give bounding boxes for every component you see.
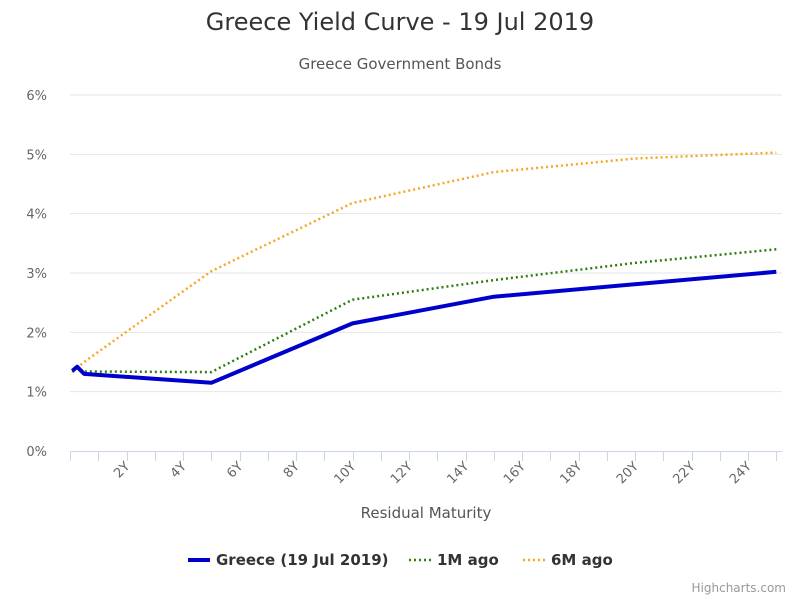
chart-subtitle: Greece Government Bonds	[299, 55, 502, 73]
x-tick-label: 24Y	[727, 459, 755, 487]
x-tick-label: 12Y	[388, 459, 416, 487]
legend-item[interactable]: Greece (19 Jul 2019)	[188, 551, 389, 569]
legend-item[interactable]: 1M ago	[409, 551, 499, 569]
y-tick-label: 6%	[26, 89, 47, 104]
x-tick-label: 20Y	[614, 459, 642, 487]
y-tick-label: 0%	[26, 445, 47, 460]
legend[interactable]: Greece (19 Jul 2019) 1M ago 6M ago	[188, 551, 613, 569]
series-lines	[70, 151, 777, 385]
y-axis-labels: 0% 1% 2% 3% 4% 5% 6%	[26, 89, 47, 460]
legend-label: 6M ago	[551, 551, 613, 569]
chart-title: Greece Yield Curve - 19 Jul 2019	[206, 8, 594, 36]
y-tick-label: 3%	[26, 267, 47, 282]
x-tick-label: 4Y	[168, 459, 190, 481]
series-line-1	[71, 248, 777, 374]
x-tick-label: 2Y	[111, 459, 133, 481]
credits-link[interactable]: Highcharts.com	[692, 581, 786, 595]
series-line-2	[71, 151, 777, 372]
y-tick-label: 1%	[26, 386, 47, 401]
series-line-0	[70, 269, 777, 385]
y-tick-label: 5%	[26, 148, 47, 163]
legend-label: 1M ago	[437, 551, 499, 569]
x-tick-label: 8Y	[281, 459, 303, 481]
y-tick-label: 2%	[26, 326, 47, 341]
x-tick-label: 22Y	[670, 459, 698, 487]
legend-item[interactable]: 6M ago	[523, 551, 613, 569]
y-tick-label: 4%	[26, 208, 47, 223]
x-tick-label: 14Y	[444, 459, 472, 487]
legend-label: Greece (19 Jul 2019)	[216, 551, 389, 569]
x-tick-label: 16Y	[501, 459, 529, 487]
x-axis-title: Residual Maturity	[361, 504, 492, 522]
x-tick-label: 18Y	[557, 459, 585, 487]
x-axis: 2Y 4Y 6Y 8Y 10Y 12Y 14Y 16Y 18Y 20Y 22Y 24Y	[70, 451, 782, 487]
x-tick-label: 10Y	[331, 459, 359, 487]
x-tick-label: 6Y	[224, 459, 246, 481]
gridlines	[70, 94, 782, 393]
